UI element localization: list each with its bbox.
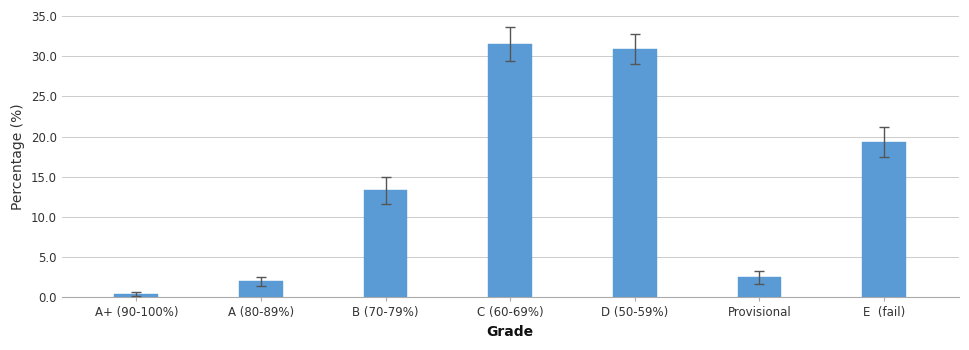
Bar <box>612 49 656 297</box>
Bar <box>861 142 905 297</box>
Bar <box>488 44 531 297</box>
X-axis label: Grade: Grade <box>486 325 533 339</box>
Y-axis label: Percentage (%): Percentage (%) <box>11 103 25 210</box>
Bar <box>239 281 282 297</box>
Bar <box>736 277 780 297</box>
Bar <box>363 190 407 297</box>
Bar <box>114 294 158 297</box>
